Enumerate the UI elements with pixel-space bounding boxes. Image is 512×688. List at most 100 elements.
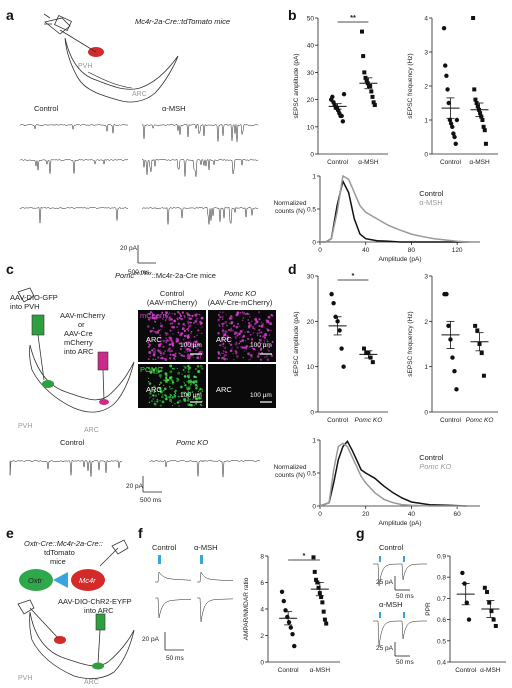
signal-dot <box>157 356 160 359</box>
signal-dot <box>155 372 157 374</box>
panel-c-label-pvh: PVH <box>18 423 32 430</box>
signal-dot <box>238 332 241 336</box>
signal-dot <box>198 313 200 316</box>
signal-dot <box>189 398 191 400</box>
y-tick-label: 0.5 <box>307 471 316 478</box>
y-tick-label: 0 <box>424 152 428 159</box>
panel-c-inj2c: AAV-Cre <box>64 329 93 338</box>
signal-dot <box>168 312 171 315</box>
signal-dot <box>157 329 160 332</box>
signal-dot <box>265 319 268 322</box>
legend-entry-1: Control <box>419 189 444 198</box>
signal-dot <box>186 393 190 397</box>
panel-b-cumulative-plot: 0 40 80 120 0 0.5 1 Amplitude (pA) Normalizedcou… <box>274 174 480 263</box>
signal-dot <box>151 329 154 332</box>
signal-dot <box>173 394 175 396</box>
signal-dot <box>256 332 259 335</box>
trace-control-2 <box>19 158 129 174</box>
signal-dot <box>163 379 166 382</box>
signal-dot <box>187 397 189 399</box>
signal-dot <box>235 313 239 317</box>
signal-dot <box>166 355 168 357</box>
y-tick-label: 4 <box>424 16 428 23</box>
signal-dot <box>157 387 160 389</box>
panel-c-img-scale-1: 100 µm <box>180 342 202 349</box>
data-point-treat <box>480 118 485 122</box>
signal-dot <box>173 353 177 357</box>
signal-dot <box>190 332 192 335</box>
signal-dot <box>178 317 181 319</box>
signal-dot <box>187 376 190 379</box>
data-point-control <box>466 617 472 622</box>
signal-dot <box>184 351 186 353</box>
signal-dot <box>223 311 225 313</box>
signal-dot <box>258 328 261 332</box>
signal-dot <box>154 320 157 323</box>
signal-dot <box>217 318 220 322</box>
signal-dot <box>195 380 198 382</box>
data-point-control <box>286 620 292 625</box>
signal-dot <box>176 310 179 314</box>
data-point-treat <box>483 141 488 146</box>
panel-f-ratio-plot: 0 2 4 6 8 AMPAR/NMDAR ratio Control α-MSH * <box>243 551 340 674</box>
signal-dot <box>248 359 250 361</box>
signal-dot <box>244 312 247 316</box>
signal-dot <box>189 342 192 345</box>
panel-b-frequency-plot: 0 1 2 3 4 sEPSC frequency (Hz) Control α-MSH <box>407 16 498 166</box>
x-tick-label: Control <box>327 159 349 166</box>
signal-dot <box>199 403 202 406</box>
signal-dot <box>171 344 175 347</box>
light-pulse-control <box>158 555 161 564</box>
data-point-control <box>279 589 285 594</box>
signal-dot <box>169 388 171 390</box>
panel-g-scale-y-2: 25 pA <box>376 645 394 652</box>
signal-dot <box>189 321 191 324</box>
signal-dot <box>169 370 173 374</box>
signal-dot <box>199 320 202 324</box>
signal-dot <box>222 350 225 353</box>
signal-dot <box>159 404 162 407</box>
panel-c-trace-control-label: Control <box>60 438 85 447</box>
pulse-1-control <box>379 556 381 562</box>
signal-dot <box>186 381 188 383</box>
signal-dot <box>189 391 192 394</box>
signal-dot <box>223 355 226 358</box>
signal-dot <box>230 321 233 325</box>
panel-c-col2-sub: (AAV-Cre-mCherry) <box>208 298 273 307</box>
signal-dot <box>198 396 201 400</box>
signal-dot <box>171 342 174 345</box>
signal-dot <box>258 341 260 344</box>
signal-dot <box>231 347 233 349</box>
pulse-2-control <box>403 556 405 562</box>
signal-dot <box>252 327 255 330</box>
signal-dot <box>187 385 191 389</box>
y-axis-label: sEPSC frequency (Hz) <box>407 311 414 376</box>
signal-dot <box>234 350 238 353</box>
signal-dot <box>149 329 153 333</box>
signal-dot <box>239 312 242 314</box>
signal-dot <box>240 345 243 349</box>
panel-a-label-pvh: PVH <box>78 63 92 70</box>
signal-dot <box>261 342 263 344</box>
signal-dot <box>163 384 165 386</box>
signal-dot <box>168 316 171 319</box>
y-tick-label: 1 <box>424 364 428 371</box>
signal-dot <box>183 347 185 349</box>
panel-f-scale-x: 50 ms <box>166 655 184 662</box>
data-point-treat <box>372 103 377 108</box>
x-tick-label: α-MSH <box>310 667 331 674</box>
signal-dot <box>254 349 256 351</box>
signal-dot <box>182 391 184 394</box>
signal-dot <box>152 398 154 400</box>
signal-dot <box>260 321 263 324</box>
signal-dot <box>249 331 251 333</box>
x-tick-label: Control <box>440 159 462 166</box>
signal-dot <box>228 342 231 345</box>
signal-dot <box>167 340 170 342</box>
signal-dot <box>196 318 198 320</box>
panel-c-col2-title: Pomc KO <box>224 289 256 298</box>
signal-dot <box>187 369 190 371</box>
data-point-treat <box>311 555 316 560</box>
signal-dot <box>253 327 256 330</box>
y-tick-label: 0.5 <box>437 638 446 645</box>
